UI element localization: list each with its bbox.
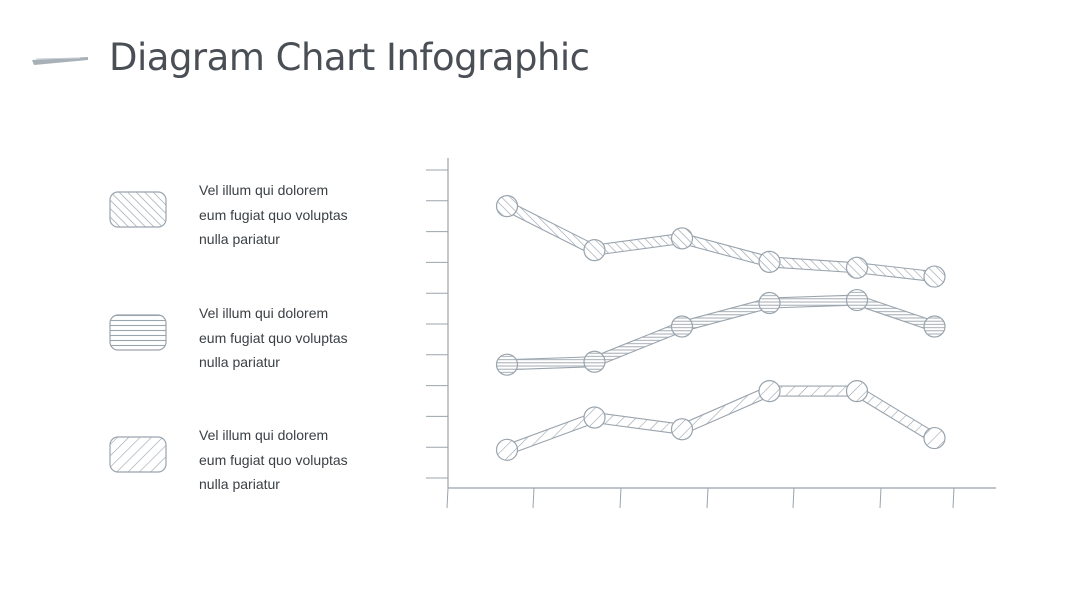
data-point [583,239,606,262]
series-segment [679,385,773,435]
x-tick [532,487,535,509]
series-segment [768,385,858,397]
data-point [495,353,519,376]
series-segment [768,256,858,274]
x-tick [706,487,709,509]
series-segment [593,412,684,435]
back-diagonal-hatch-swatch-icon [109,436,167,473]
series-segment [680,297,772,332]
data-point [758,291,781,315]
legend-text-line: Vel illum qui dolorem [199,427,329,443]
series-segment [504,201,598,256]
legend-text-line: Vel illum qui dolorem [199,182,329,198]
legend-text-line: eum fugiat quo voluptas [199,451,348,468]
data-point [495,195,519,218]
data-point [495,438,519,461]
data-point [670,418,694,441]
legend-text-line: Vel illum qui dolorem [199,305,329,321]
legend-text-line: eum fugiat quo voluptas [199,329,348,346]
x-tick [952,487,955,509]
legend-text-line: eum fugiat quo voluptas [199,206,348,223]
data-point [923,426,946,450]
legend-text-1: Vel illum qui dolorem eum fugiat quo vol… [199,178,399,252]
series-segment [768,294,858,309]
legend-item-3: Vel illum qui dolorem eum fugiat quo vol… [108,423,388,503]
data-point [583,406,606,429]
legend-item-2: Vel illum qui dolorem eum fugiat quo vol… [108,301,388,381]
data-point [923,315,946,338]
data-point [758,380,781,403]
series-segment [680,233,772,268]
series-segment [855,262,936,283]
line-chart [426,158,996,509]
legend-text-2: Vel illum qui dolorem eum fugiat quo vol… [199,301,399,375]
data-point [845,288,869,312]
x-tick [792,487,795,509]
data-point [670,315,694,338]
x-tick [619,487,622,509]
series-segment [592,321,685,367]
chart-series [495,195,946,461]
data-point [758,250,781,274]
data-point [583,350,606,373]
legend-text-line: nulla pariatur [199,231,280,247]
horizontal-lines-swatch-icon [109,314,167,351]
series-3 [495,380,946,461]
series-segment [504,412,597,456]
page-title: Diagram Chart Infographic [109,36,590,79]
data-point [670,227,694,250]
x-tick [879,487,882,509]
series-segment [506,356,596,371]
series-segment [593,232,684,256]
data-point [923,265,946,288]
legend-text-3: Vel illum qui dolorem eum fugiat quo vol… [199,423,399,497]
series-1 [495,195,946,288]
title-accent-icon [32,57,88,65]
x-tick [446,487,449,509]
legend-item-1: Vel illum qui dolorem eum fugiat quo vol… [108,178,388,258]
data-point [845,380,869,403]
chart-axes [426,158,996,509]
data-point [845,256,869,279]
legend-text-line: nulla pariatur [199,354,280,370]
legend-text-line: nulla pariatur [199,476,280,492]
diagonal-hatch-swatch-icon [109,191,167,228]
series-2 [495,288,946,376]
